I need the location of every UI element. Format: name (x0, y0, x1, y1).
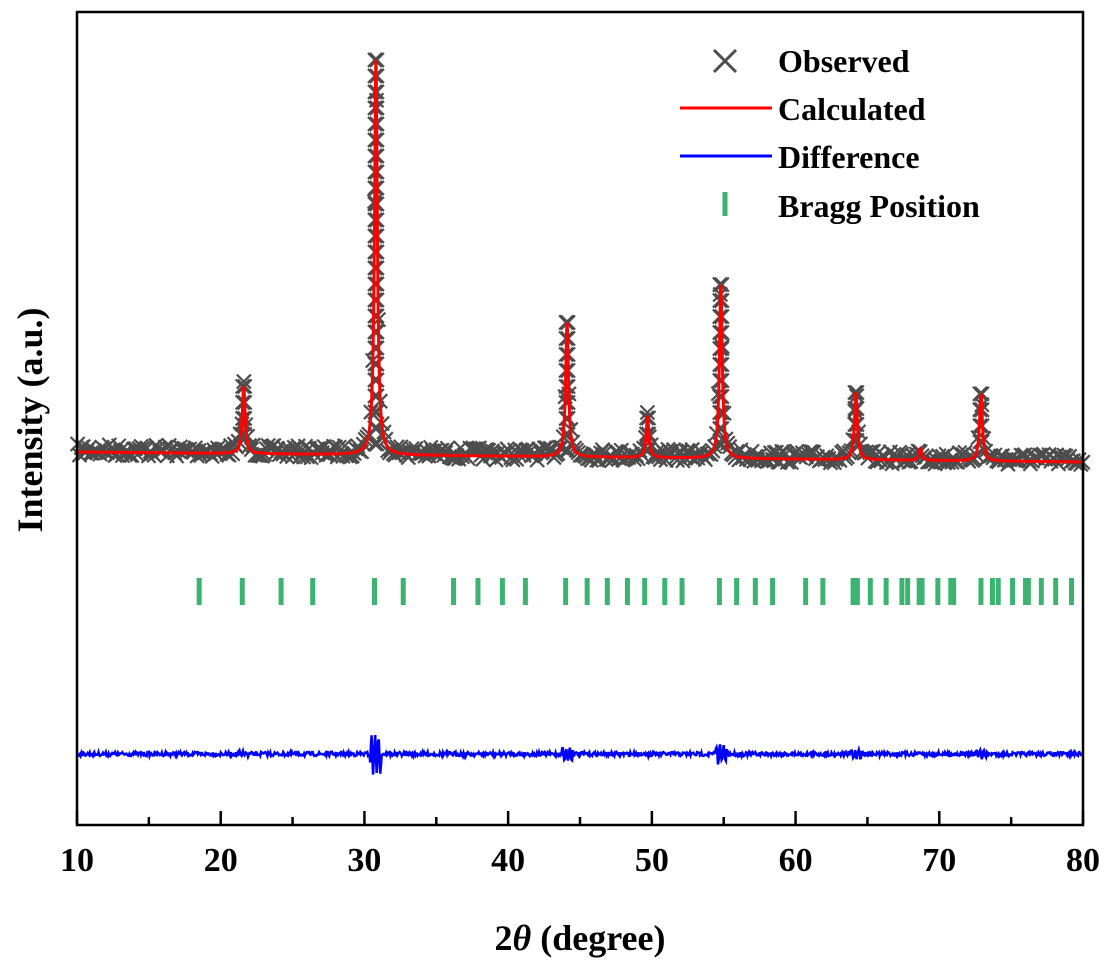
observed-point (944, 454, 960, 470)
x-axis-title: 2θ (degree) (495, 918, 666, 958)
chart-marks (69, 52, 1091, 775)
x-tick-label: 70 (922, 842, 956, 879)
bragg-series (196, 578, 1075, 605)
x-axis-ticks: 10 20 30 40 50 60 70 80 (60, 811, 1100, 879)
legend-observed-label: Observed (778, 43, 910, 79)
calculated-series-line (77, 59, 1083, 464)
legend-calculated: Calculated (680, 91, 926, 127)
x-axis-title-prefix: 2 (495, 918, 513, 958)
legend-bragg: Bragg Position (722, 188, 980, 224)
difference-series-line (75, 734, 1084, 775)
legend-observed-marker (712, 48, 738, 74)
legend-difference-label: Difference (778, 139, 920, 175)
legend-observed: Observed (712, 43, 910, 79)
legend: Observed Calculated Difference Bragg Pos… (680, 43, 980, 224)
x-tick-label: 30 (347, 842, 381, 879)
legend-calculated-label: Calculated (778, 91, 926, 127)
x-tick-label: 80 (1066, 842, 1100, 879)
observed-point (236, 373, 252, 390)
observed-point (966, 451, 983, 467)
x-tick-label: 40 (491, 842, 525, 879)
observed-point (369, 436, 385, 452)
x-axis-title-suffix: (degree) (531, 918, 665, 958)
legend-difference: Difference (680, 139, 920, 175)
observed-point (367, 436, 383, 452)
x-tick-label: 10 (60, 842, 94, 879)
x-tick-label: 50 (635, 842, 669, 879)
plot-frame (75, 10, 1085, 827)
observed-point (538, 439, 555, 456)
x-axis-title-theta: θ (513, 918, 532, 958)
x-tick-label: 60 (779, 842, 813, 879)
observed-point (639, 404, 656, 421)
observed-series (69, 52, 1091, 473)
y-axis-title: Intensity (a.u.) (10, 307, 50, 532)
x-tick-label: 20 (204, 842, 238, 879)
legend-bragg-label: Bragg Position (778, 188, 980, 224)
